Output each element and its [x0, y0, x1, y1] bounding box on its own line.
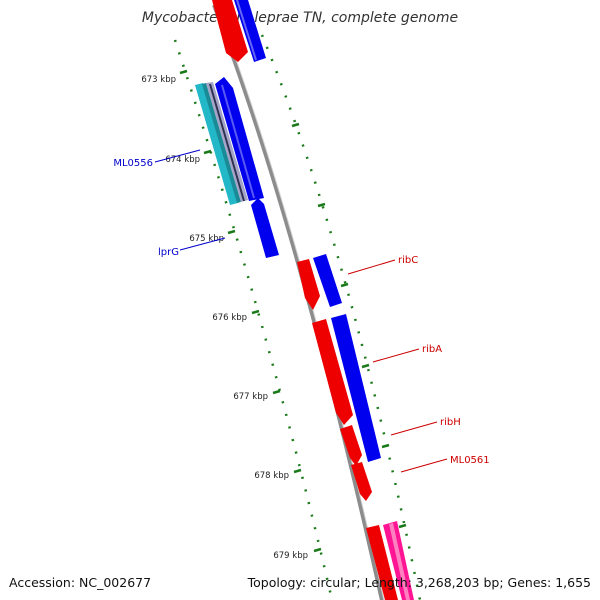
gene-label: lprG — [158, 247, 179, 258]
pseudogene-strip-shade — [202, 83, 241, 203]
gene-arrow-forward — [234, 0, 266, 62]
scale-label: 673 kbp — [141, 75, 176, 85]
major-tick — [398, 523, 407, 529]
label-leader — [400, 458, 448, 473]
major-tick — [272, 389, 281, 395]
gene-arrow-forward — [313, 254, 342, 307]
gene-highlight — [221, 84, 255, 199]
pseudogene-strip-dark — [209, 84, 245, 201]
major-tick — [340, 282, 349, 288]
label-leader — [372, 348, 420, 363]
gene-arrow-forward — [215, 77, 264, 201]
gene-arrow-reverse — [297, 259, 320, 310]
gene-highlight — [236, 0, 257, 61]
major-ticks — [179, 69, 322, 553]
gene-label: ML0561 — [450, 455, 490, 466]
gene-arrow-reverse — [212, 0, 248, 62]
pseudogene-strip — [195, 83, 238, 205]
genome-summary: Topology: circular; Length: 3,268,203 bp… — [247, 575, 591, 590]
scale-label: 679 kbp — [273, 551, 308, 561]
label-leader — [179, 237, 226, 251]
scale-label: 678 kbp — [254, 471, 289, 481]
gene-arrow-rna-light — [389, 523, 410, 600]
scale-label: 676 kbp — [212, 313, 247, 323]
major-tick — [179, 69, 188, 75]
major-tick — [361, 363, 370, 369]
major-tick — [313, 547, 322, 553]
major-tick — [317, 202, 326, 208]
label-leader — [390, 421, 438, 436]
major-tick — [291, 122, 300, 128]
gene-arrow-reverse — [366, 525, 398, 600]
scale-label: 674 kbp — [165, 155, 200, 165]
gene-arrow-forward — [331, 314, 381, 462]
gene-label: ribH — [440, 417, 461, 428]
gene-arrow-forward — [251, 198, 279, 258]
outer-major-ticks — [291, 122, 407, 529]
accession-text: Accession: NC_002677 — [9, 575, 152, 590]
label-leader — [347, 259, 396, 275]
major-tick — [227, 229, 236, 235]
major-tick — [381, 443, 390, 449]
inner-tick-ring — [173, 39, 334, 600]
genome-backbone — [212, 4, 384, 600]
major-tick — [203, 149, 212, 155]
gene-label: ML0556 — [113, 158, 153, 169]
gene-arrow-reverse — [340, 425, 362, 466]
major-tick — [251, 309, 260, 315]
gene-label: ribA — [422, 344, 442, 355]
gene-arrow-reverse — [312, 319, 353, 425]
scale-label: 675 kbp — [189, 234, 224, 244]
label-leader — [154, 149, 201, 163]
gene-arrow-reverse — [351, 462, 372, 501]
major-tick — [293, 468, 302, 474]
scale-label: 677 kbp — [233, 392, 268, 402]
gene-label: ribC — [398, 255, 418, 266]
